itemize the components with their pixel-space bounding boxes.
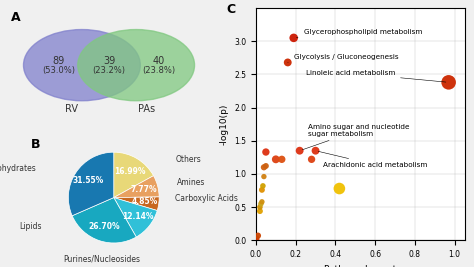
Text: Amino sugar and nucleotide
sugar metabolism: Amino sugar and nucleotide sugar metabol… [302, 124, 409, 150]
Text: B: B [31, 138, 40, 151]
Text: 40: 40 [153, 56, 165, 66]
Point [284, 60, 292, 65]
Wedge shape [114, 176, 159, 198]
Point [312, 148, 319, 153]
Point [258, 188, 266, 192]
Text: Lipids: Lipids [19, 222, 42, 231]
Point [260, 174, 268, 179]
Ellipse shape [24, 30, 140, 101]
Text: 26.70%: 26.70% [88, 222, 120, 231]
Text: RV: RV [65, 104, 78, 114]
Text: (23.8%): (23.8%) [143, 66, 176, 75]
Text: C: C [227, 3, 236, 16]
Wedge shape [68, 152, 114, 216]
Point [278, 157, 285, 162]
Text: Carboxylic Acids: Carboxylic Acids [175, 194, 238, 203]
Point [296, 148, 303, 153]
Point [290, 36, 298, 40]
Text: Linoleic acid metabolism: Linoleic acid metabolism [306, 70, 446, 82]
Point [254, 234, 262, 238]
Text: Carbohydrates: Carbohydrates [0, 164, 36, 173]
Wedge shape [114, 197, 159, 211]
Point [272, 157, 280, 162]
Point [262, 164, 270, 168]
Text: (53.0%): (53.0%) [43, 66, 75, 75]
Point [259, 184, 267, 188]
Text: 31.55%: 31.55% [73, 176, 103, 185]
Text: Glycolysis / Gluconeogenesis: Glycolysis / Gluconeogenesis [288, 54, 398, 62]
Text: Others: Others [175, 155, 201, 164]
Point [336, 186, 343, 191]
Point [257, 202, 264, 206]
Text: 39: 39 [103, 56, 115, 66]
Text: 7.77%: 7.77% [130, 185, 157, 194]
Point [252, 237, 260, 241]
Wedge shape [114, 198, 157, 237]
Wedge shape [72, 198, 136, 243]
Point [260, 165, 268, 170]
Text: A: A [11, 11, 21, 24]
Text: Arachidonic acid metabolism: Arachidonic acid metabolism [318, 151, 428, 168]
Point [258, 200, 266, 204]
Text: 4.85%: 4.85% [131, 197, 157, 206]
Text: 16.99%: 16.99% [114, 167, 145, 175]
Y-axis label: -log10(p): -log10(p) [219, 104, 228, 145]
Point [308, 157, 315, 162]
X-axis label: Pathway Impact: Pathway Impact [324, 265, 396, 267]
Point [256, 209, 264, 213]
Point [256, 205, 264, 209]
Text: 89: 89 [53, 56, 65, 66]
Text: (23.2%): (23.2%) [92, 66, 126, 75]
Text: Amines: Amines [177, 178, 205, 187]
Text: PAs: PAs [138, 104, 155, 114]
Text: Purines/Nucleosides: Purines/Nucleosides [64, 254, 140, 264]
Wedge shape [114, 152, 154, 198]
Text: 12.14%: 12.14% [122, 212, 154, 221]
Point [445, 80, 452, 84]
Ellipse shape [78, 30, 194, 101]
Point [262, 150, 270, 154]
Text: Glycerophospholipid metabolism: Glycerophospholipid metabolism [296, 29, 422, 38]
